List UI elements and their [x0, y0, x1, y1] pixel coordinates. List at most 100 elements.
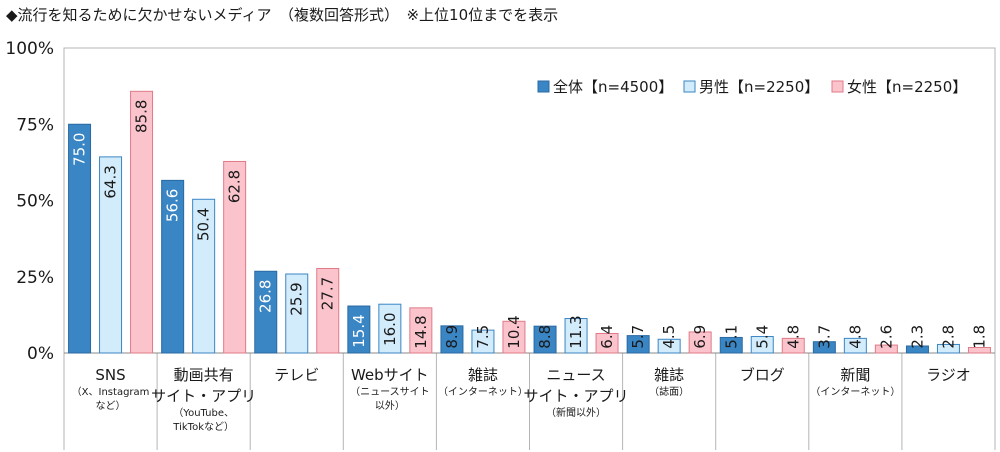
bar — [812, 341, 836, 354]
bar — [440, 325, 464, 354]
bar — [409, 307, 433, 354]
y-axis: 0% 25% 50% 75% 100% — [5, 39, 54, 364]
bar — [254, 270, 278, 354]
data-label: 15.4 — [350, 314, 368, 347]
bar — [626, 335, 650, 354]
data-label: 11.3 — [567, 315, 585, 348]
legend-label: 全体【n=4500】 — [553, 78, 673, 96]
data-label: 27.7 — [319, 277, 337, 310]
legend-label: 男性【n=2250】 — [699, 78, 819, 96]
category-sublabel: TikTokなど） — [172, 421, 234, 433]
bar — [657, 338, 681, 354]
data-label: 2.6 — [877, 325, 895, 349]
bar — [68, 123, 92, 354]
category-sublabel: （X、Instagram — [72, 386, 150, 398]
bar — [595, 332, 619, 354]
data-label: 5.1 — [722, 325, 740, 349]
data-label: 4.8 — [846, 325, 864, 349]
data-label: 62.8 — [226, 170, 244, 203]
bar — [161, 179, 185, 354]
data-label: 10.4 — [505, 315, 523, 348]
category-label: 動画共有 — [174, 366, 234, 384]
category-label: 新聞 — [840, 366, 870, 384]
category-label: ラジオ — [926, 366, 971, 384]
data-label: 8.9 — [443, 325, 461, 349]
category-label: Webサイト — [351, 366, 429, 384]
legend-label: 女性【n=2250】 — [847, 78, 967, 96]
category-sublabel: （YouTube、 — [173, 407, 234, 419]
bar — [378, 303, 402, 354]
category-label: テレビ — [274, 366, 319, 384]
data-label: 26.8 — [257, 280, 275, 313]
data-label: 16.0 — [381, 312, 399, 345]
bars — [68, 90, 991, 354]
bar — [936, 343, 960, 354]
bar — [471, 329, 495, 354]
category-label: 雑誌 — [654, 366, 684, 384]
bar — [719, 336, 743, 354]
data-label: 6.9 — [691, 325, 709, 349]
y-tick-label: 25% — [16, 268, 54, 288]
data-label: 64.3 — [102, 165, 120, 198]
category-sublabel: （新聞以外） — [546, 406, 606, 419]
bar — [843, 337, 867, 354]
data-label: 75.0 — [71, 133, 89, 166]
bar — [502, 320, 526, 354]
data-labels: 75.0 56.6 26.8 15.4 8.9 8.8 5.7 5.1 3.7 2.3 64.3 50… — [71, 100, 989, 349]
bar — [316, 268, 340, 354]
category-sublabel: など） — [96, 400, 126, 412]
data-label: 6.4 — [598, 325, 616, 349]
legend-swatch — [683, 80, 696, 93]
bar — [750, 336, 774, 354]
category-sublabel: 以外） — [375, 400, 405, 412]
legend-swatch — [537, 80, 550, 93]
chart-title: ◆流行を知るために欠かせないメディア （複数回答形式） ※上位10位までを表示 — [6, 6, 559, 24]
data-label: 85.8 — [133, 100, 151, 133]
data-label: 50.4 — [195, 208, 213, 241]
bar — [781, 337, 805, 354]
y-tick-label: 75% — [16, 115, 54, 135]
bar — [905, 345, 929, 354]
category-sublabel: （ニュースサイト — [350, 386, 430, 398]
category-label: 雑誌 — [468, 366, 498, 384]
bar — [874, 344, 898, 354]
data-label: 2.3 — [908, 325, 926, 349]
plot-frame — [63, 47, 996, 450]
bar — [99, 156, 123, 354]
bar — [285, 273, 309, 354]
data-label: 8.8 — [536, 325, 554, 349]
category-sublabel: （インターネット） — [438, 386, 528, 398]
data-label: 3.7 — [815, 325, 833, 349]
legend: 全体【n=4500】 男性【n=2250】 女性【n=2250】 — [537, 78, 967, 96]
bar — [223, 160, 247, 354]
category-label: サイト・アプリ — [151, 387, 256, 405]
bar — [130, 90, 154, 354]
data-label: 4.5 — [660, 325, 678, 349]
data-label: 4.8 — [784, 325, 802, 349]
category-label: サイト・アプリ — [524, 387, 629, 405]
data-label: 14.8 — [412, 315, 430, 348]
legend-swatch — [831, 80, 844, 93]
category-label: SNS — [95, 366, 125, 384]
category-label: ニュース — [546, 366, 605, 384]
category-sublabel: （誌面） — [649, 385, 689, 398]
data-label: 7.5 — [474, 325, 492, 349]
bar — [192, 198, 216, 354]
data-label: 2.8 — [939, 325, 957, 349]
y-tick-label: 50% — [16, 192, 54, 212]
y-tick-label: 0% — [27, 344, 54, 364]
category-label: ブログ — [740, 366, 785, 384]
data-label: 25.9 — [288, 282, 306, 315]
data-label: 5.4 — [753, 325, 771, 349]
bar — [347, 305, 371, 354]
bar — [564, 318, 588, 354]
bar — [533, 325, 557, 354]
bar — [967, 347, 991, 354]
y-tick-label: 100% — [5, 39, 54, 59]
bar — [688, 331, 712, 354]
category-sublabel: （インターネット） — [810, 386, 900, 398]
data-label: 56.6 — [164, 189, 182, 222]
data-label: 5.7 — [629, 325, 647, 349]
